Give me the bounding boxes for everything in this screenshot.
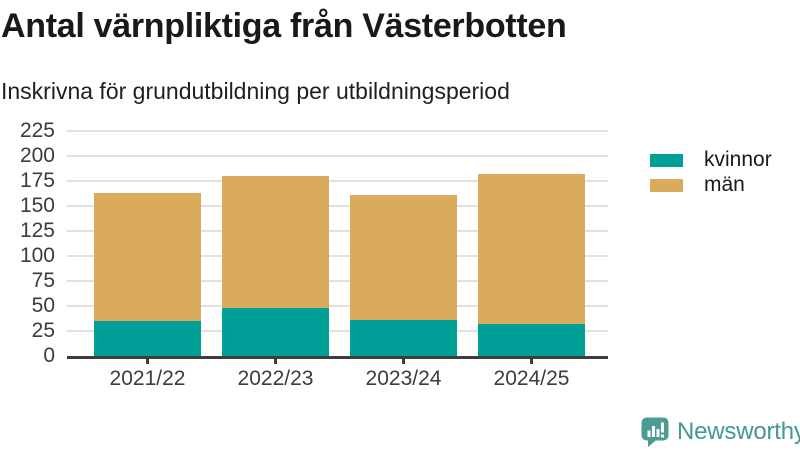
y-axis-tick-label: 75 [31, 269, 55, 292]
y-axis-tick-label: 0 [43, 344, 55, 367]
x-axis-tick [530, 358, 533, 364]
newsworthy-logo[interactable]: Newsworthy [639, 415, 800, 448]
bar-segment-kvinnor [478, 324, 585, 356]
y-axis-tick-label: 150 [19, 194, 55, 217]
bar-segment-man [222, 176, 329, 308]
x-axis-tick [146, 358, 149, 364]
bar-segment-kvinnor [94, 321, 201, 356]
y-axis-tick-label: 100 [19, 244, 55, 267]
legend-item-kvinnor: kvinnor [650, 148, 772, 171]
y-axis-tick-label: 125 [19, 219, 55, 242]
gridline [67, 230, 608, 232]
legend-swatch-kvinnor [650, 153, 683, 167]
newsworthy-wordmark: Newsworthy [677, 417, 800, 445]
gridline [67, 255, 608, 257]
chart-title: Antal värnpliktiga från Västerbotten [1, 7, 567, 45]
x-axis-tick [274, 358, 277, 364]
x-axis-tick-label: 2022/23 [237, 367, 314, 390]
gridline [67, 280, 608, 282]
x-axis-tick-label: 2023/24 [365, 367, 442, 390]
x-axis-tick-label: 2024/25 [493, 367, 570, 390]
chart-subtitle: Inskrivna för grundutbildning per utbild… [1, 78, 510, 104]
y-axis-tick-label: 225 [19, 119, 55, 142]
y-axis-tick-label: 25 [31, 319, 55, 342]
gridline [67, 155, 608, 157]
gridline [67, 130, 608, 132]
y-axis-tick-label: 50 [31, 294, 55, 317]
gridline [67, 330, 608, 332]
legend-label-kvinnor: kvinnor [704, 148, 772, 171]
gridline [67, 305, 608, 307]
newsworthy-icon [641, 417, 669, 447]
x-axis-tick [402, 358, 405, 364]
x-axis-line [67, 356, 608, 359]
gridline [67, 205, 608, 207]
bar-segment-man [94, 193, 201, 321]
y-axis-tick-label: 200 [19, 144, 55, 167]
x-axis-tick-label: 2021/22 [109, 367, 186, 390]
legend-label-man: män [704, 173, 745, 196]
bar-segment-kvinnor [222, 308, 329, 356]
bar-segment-kvinnor [350, 320, 457, 356]
gridline [67, 180, 608, 182]
legend-item-man: män [650, 173, 745, 196]
y-axis-tick-label: 175 [19, 169, 55, 192]
bar-segment-man [350, 195, 457, 320]
legend-swatch-man [650, 178, 683, 192]
bar-segment-man [478, 174, 585, 324]
